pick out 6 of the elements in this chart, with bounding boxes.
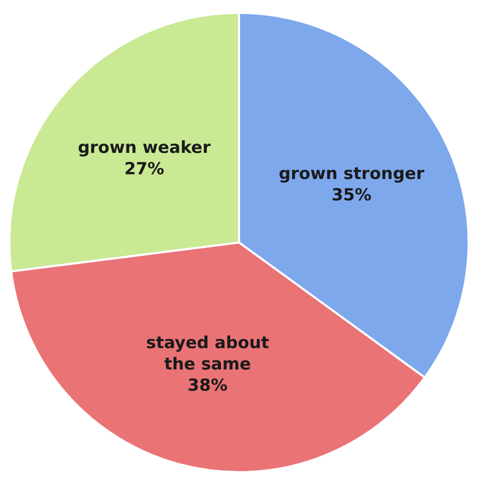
data-label: 35% [332,188,371,201]
slice-label: grown weaker [78,140,211,157]
data-label: 38% [188,378,228,391]
slice-label: stayed about the same [146,336,269,370]
slice-label: grown stronger [280,167,424,183]
data-label: 27% [126,162,164,174]
